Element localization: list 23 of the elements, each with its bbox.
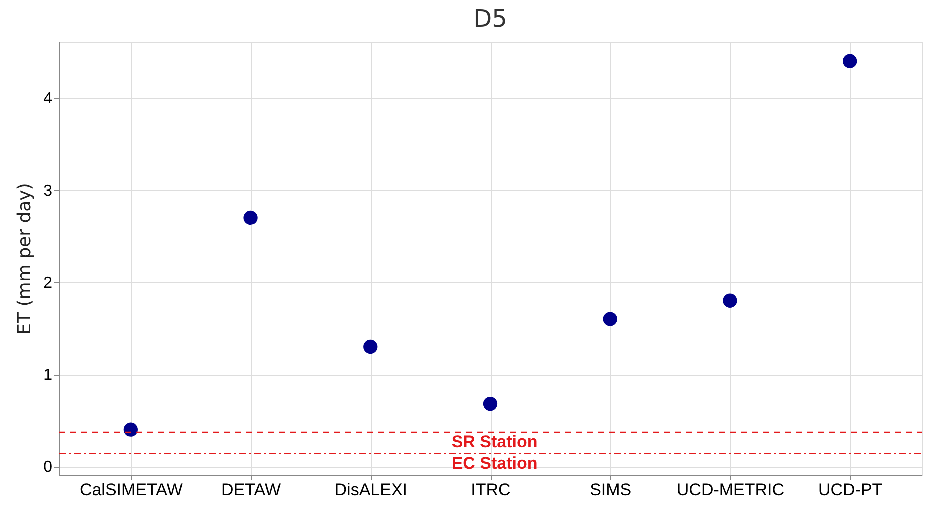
point [843, 54, 858, 68]
x-tick-label: SIMS [590, 480, 632, 500]
y-tick-label: 4 [44, 90, 53, 108]
point [364, 340, 378, 354]
point [723, 294, 738, 308]
x-tick-label: DETAW [222, 480, 282, 500]
y-axis-title: ET (mm per day) [14, 183, 36, 335]
point [124, 422, 138, 437]
x-tick-label: CalSIMETAW [80, 480, 183, 500]
point [244, 210, 258, 226]
x-tick-label: UCD-PT [818, 480, 883, 500]
x-tick-label: DisALEXI [334, 480, 408, 500]
y-tick-label: 0 [44, 459, 53, 476]
chart-title: D5 [474, 5, 508, 33]
x-tick-label: UCD-METRIC [676, 480, 785, 500]
point [483, 397, 498, 412]
y-tick-label: 2 [44, 274, 53, 292]
ref-line-label: EC Station [452, 454, 538, 473]
point [603, 312, 618, 326]
ref-line-label: SR Station [452, 432, 538, 452]
y-tick-label: 3 [44, 182, 53, 200]
x-tick-label: ITRC [471, 480, 511, 500]
y-tick-label: 1 [44, 367, 53, 384]
